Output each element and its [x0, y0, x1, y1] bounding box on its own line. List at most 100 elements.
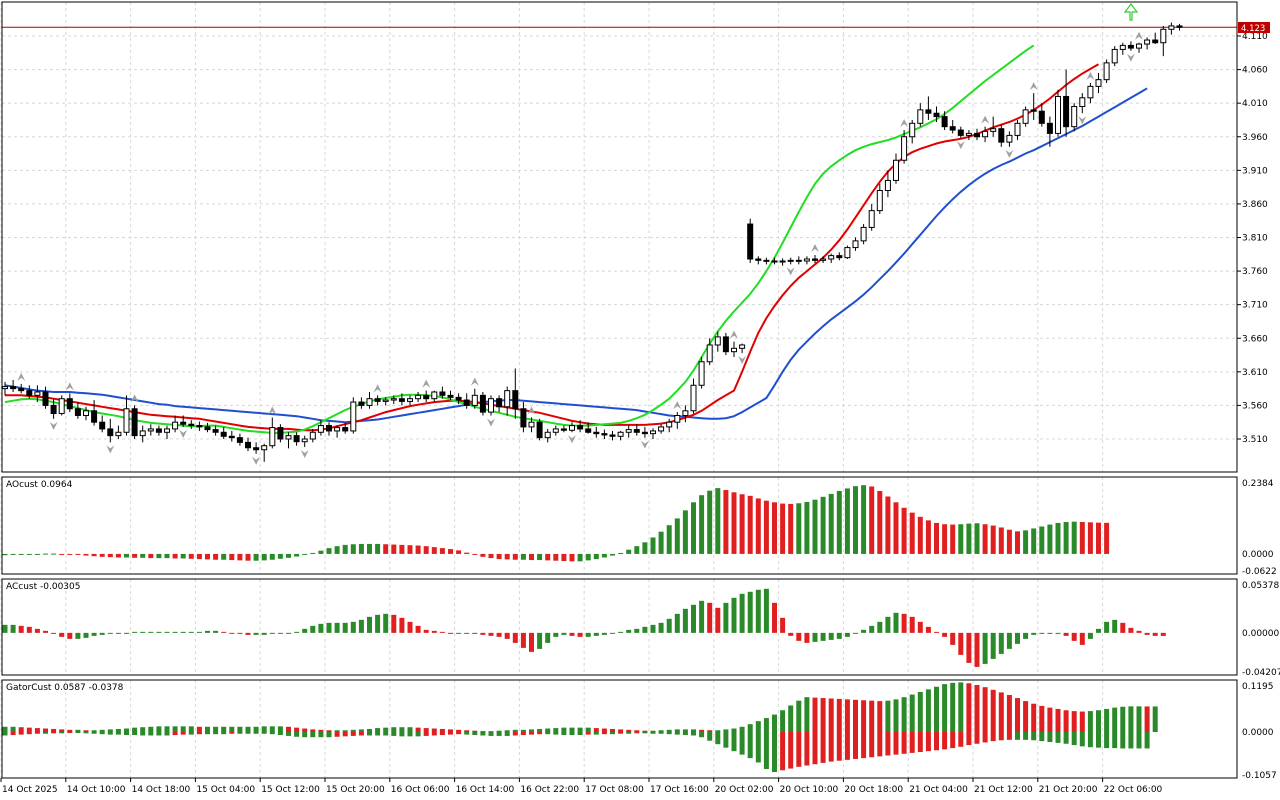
candle-body[interactable]	[285, 435, 292, 440]
candle-body[interactable]	[617, 431, 624, 437]
candle-body[interactable]	[536, 421, 543, 439]
candle-body[interactable]	[42, 391, 49, 406]
candle-body[interactable]	[155, 428, 162, 433]
candle-body[interactable]	[909, 122, 916, 138]
candle-body[interactable]	[601, 433, 608, 436]
candle-body[interactable]	[1136, 43, 1142, 49]
candle-body[interactable]	[1168, 25, 1175, 30]
candle-body[interactable]	[99, 421, 106, 430]
candle-body[interactable]	[1006, 134, 1013, 143]
candle-body[interactable]	[812, 258, 818, 261]
candle-body[interactable]	[1087, 85, 1094, 99]
candle-body[interactable]	[350, 401, 357, 432]
candle-body[interactable]	[949, 126, 956, 131]
candle-body[interactable]	[893, 159, 899, 181]
candle-body[interactable]	[293, 435, 300, 443]
candle-body[interactable]	[1046, 122, 1053, 134]
candle-body[interactable]	[398, 398, 405, 402]
candle-body[interactable]	[569, 425, 575, 431]
candle-body[interactable]	[34, 391, 41, 396]
candle-body[interactable]	[220, 431, 227, 437]
candle-body[interactable]	[560, 428, 567, 431]
candle-body[interactable]	[407, 398, 413, 402]
candle-body[interactable]	[415, 394, 422, 400]
candle-body[interactable]	[301, 438, 308, 443]
candle-body[interactable]	[180, 421, 187, 425]
candle-body[interactable]	[1119, 44, 1126, 50]
candle-body[interactable]	[496, 398, 503, 408]
candle-body[interactable]	[342, 427, 349, 432]
candle-body[interactable]	[1152, 39, 1159, 44]
candle-body[interactable]	[1095, 79, 1102, 87]
candle-body[interactable]	[633, 429, 640, 433]
candle-body[interactable]	[1038, 110, 1045, 124]
candle-body[interactable]	[1111, 48, 1118, 64]
candle-body[interactable]	[2, 386, 8, 390]
candle-body[interactable]	[965, 132, 972, 136]
candle-body[interactable]	[164, 428, 170, 433]
candle-body[interactable]	[58, 398, 65, 414]
gator-pane[interactable]: GatorCust 0.0587 -0.0378	[2, 682, 1158, 773]
candle-body[interactable]	[658, 426, 665, 432]
candle-body[interactable]	[423, 394, 430, 400]
candle-body[interactable]	[706, 344, 713, 363]
candle-body[interactable]	[552, 428, 559, 433]
candle-body[interactable]	[447, 394, 454, 398]
candle-body[interactable]	[479, 394, 486, 413]
candle-body[interactable]	[722, 336, 729, 353]
candle-body[interactable]	[228, 435, 235, 439]
candle-body[interactable]	[682, 410, 689, 416]
candle-body[interactable]	[196, 425, 203, 428]
candle-body[interactable]	[10, 386, 17, 390]
candle-body[interactable]	[1030, 109, 1037, 112]
candle-body[interactable]	[66, 398, 73, 410]
candle-body[interactable]	[795, 259, 802, 262]
candle-body[interactable]	[803, 258, 810, 262]
candle-body[interactable]	[1103, 62, 1110, 81]
candle-body[interactable]	[641, 431, 648, 435]
candle-body[interactable]	[609, 434, 616, 437]
candle-body[interactable]	[771, 260, 778, 263]
candle-body[interactable]	[512, 390, 519, 410]
candle-body[interactable]	[779, 260, 786, 263]
candle-body[interactable]	[107, 428, 114, 437]
candle-body[interactable]	[50, 404, 57, 414]
candle-body[interactable]	[941, 116, 948, 128]
candle-body[interactable]	[115, 431, 122, 437]
candle-body[interactable]	[245, 441, 251, 449]
candle-body[interactable]	[309, 431, 316, 440]
candle-body[interactable]	[147, 428, 154, 432]
candle-body[interactable]	[731, 347, 737, 353]
candle-body[interactable]	[463, 399, 470, 406]
candle-body[interactable]	[820, 258, 827, 261]
candle-body[interactable]	[528, 421, 535, 428]
candle-body[interactable]	[83, 410, 89, 416]
candle-body[interactable]	[326, 425, 332, 432]
candle-body[interactable]	[1063, 95, 1070, 128]
candle-body[interactable]	[1079, 97, 1086, 108]
candle-body[interactable]	[277, 427, 284, 440]
candle-body[interactable]	[901, 136, 908, 161]
candle-body[interactable]	[1127, 44, 1134, 49]
candle-body[interactable]	[139, 430, 146, 437]
candle-body[interactable]	[787, 259, 794, 262]
candle-body[interactable]	[998, 128, 1005, 143]
candle-body[interactable]	[763, 259, 770, 262]
candle-body[interactable]	[520, 408, 527, 428]
candle-body[interactable]	[650, 430, 656, 435]
candle-body[interactable]	[91, 410, 98, 423]
candle-body[interactable]	[714, 336, 721, 346]
candle-body[interactable]	[358, 401, 365, 406]
candle-body[interactable]	[860, 226, 867, 242]
candle-body[interactable]	[488, 398, 494, 413]
candle-body[interactable]	[1144, 39, 1151, 45]
candle-body[interactable]	[844, 247, 851, 259]
candle-body[interactable]	[439, 391, 446, 396]
candle-body[interactable]	[317, 425, 324, 433]
candle-body[interactable]	[957, 129, 964, 136]
candle-body[interactable]	[390, 398, 397, 401]
candle-body[interactable]	[1160, 28, 1167, 44]
candle-body[interactable]	[755, 258, 762, 261]
candle-body[interactable]	[852, 240, 859, 249]
